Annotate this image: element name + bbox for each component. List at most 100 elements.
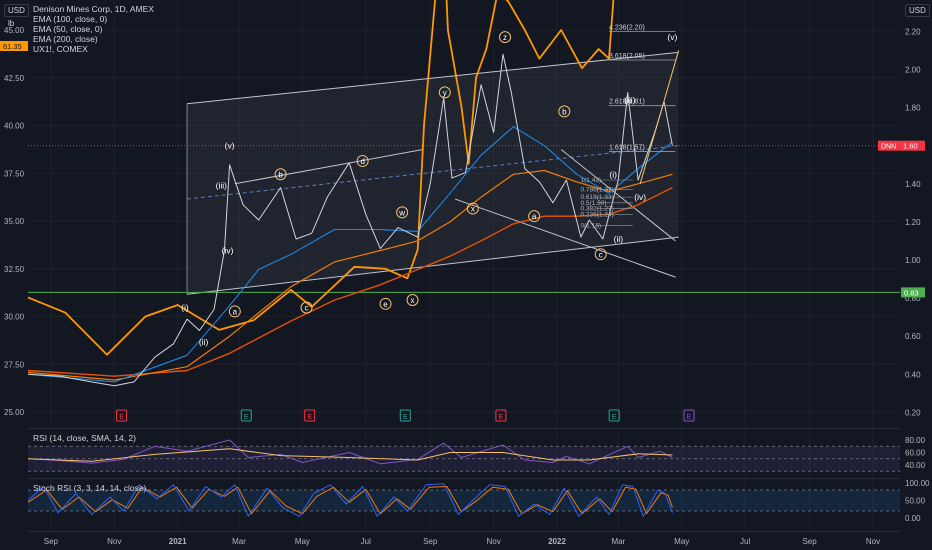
pane-separator-rsi	[28, 428, 900, 429]
wave-label: y	[443, 88, 447, 97]
pane-separator-stoch	[28, 478, 900, 479]
fib-level-label: 0.786(1.37)	[581, 187, 614, 194]
right-axis-tick: 0.20	[905, 408, 921, 417]
wave-label-circle	[300, 301, 313, 314]
stoch-axis-tick: 0.00	[905, 514, 921, 523]
stoch-title: Stoch RSI (3, 3, 14, 14, close)	[33, 483, 147, 493]
rsi-line	[27, 439, 673, 465]
rsi-axis-tick: 80.00	[905, 436, 926, 445]
fib-level-label: 3.618(2.05)	[609, 53, 645, 60]
wave-label: (ii)	[614, 234, 624, 244]
channel-lower-line	[186, 236, 679, 295]
right-axis-tick: 2.20	[905, 27, 921, 36]
time-tick-label: Nov	[107, 537, 121, 546]
fib-level-label: 1.618(1.57)	[609, 144, 645, 151]
wave-label: w	[398, 208, 405, 217]
wave-label: (v)	[225, 141, 235, 151]
dnn-price-line	[27, 53, 673, 387]
wave-label: e	[383, 300, 388, 309]
wave-label: c	[305, 304, 309, 313]
wave-label: x	[411, 296, 415, 305]
wave-label: (ii)	[199, 337, 209, 347]
wave-label-circle	[396, 206, 409, 219]
legend-ema100: EMA (100, close, 0)	[33, 14, 108, 24]
stoch-k-line	[27, 483, 673, 517]
time-tick-label: 2022	[548, 537, 566, 546]
right-axis-tick: 0.40	[905, 370, 921, 379]
support-badge-bg	[901, 287, 925, 298]
trend-line-down-2	[560, 149, 676, 242]
fib-level-label: 0(1.18)	[581, 223, 602, 230]
channel-upper-line	[186, 51, 679, 105]
rsi-ma-line	[27, 448, 673, 462]
time-tick-label: Nov	[487, 537, 501, 546]
right-axis-tick: 1.80	[905, 104, 921, 113]
time-tick-label: Mar	[611, 537, 625, 546]
wave-label-circle	[379, 297, 392, 310]
time-tick-label: Mar	[232, 537, 246, 546]
fib-level-label: 4.236(2.20)	[609, 24, 645, 31]
stoch-band	[28, 490, 900, 511]
time-tick-label: Sep	[423, 537, 438, 546]
time-tick-label: Nov	[866, 537, 880, 546]
fib-level-label: 0.236(1.24)	[581, 211, 614, 218]
earnings-marker-label: E	[612, 414, 617, 421]
last-price-symbol: DNN	[881, 144, 896, 151]
ema100-line	[27, 169, 673, 381]
wave-label: x	[471, 205, 475, 214]
left-axis-tick: 25.00	[4, 408, 25, 417]
stoch-axis-tick: 50.00	[905, 497, 926, 506]
right-currency-label[interactable]: USD	[905, 4, 930, 17]
stoch-d-line	[27, 486, 673, 515]
wave-label: (v)	[667, 32, 677, 42]
fib-level-label: 0.5(1.30)	[581, 200, 607, 207]
rsi-axis-tick: 40.00	[905, 461, 926, 470]
time-tick-label: Sep	[44, 537, 59, 546]
right-axis-tick: 1.00	[905, 256, 921, 265]
stoch-axis-tick: 100.00	[905, 479, 930, 488]
wave-label: b	[278, 170, 283, 179]
wave-label-circle	[466, 202, 479, 215]
rsi-band	[28, 446, 900, 472]
time-tick-label: Jul	[740, 537, 750, 546]
left-axis-tick: 37.50	[4, 169, 25, 178]
earnings-marker-label: E	[687, 414, 692, 421]
time-tick-label: Jul	[361, 537, 371, 546]
earnings-marker	[304, 409, 316, 422]
triangle-upper-line	[234, 149, 424, 185]
right-axis-tick: 1.40	[905, 180, 921, 189]
uranium-badge: 61.35	[3, 42, 22, 51]
earnings-marker	[608, 409, 620, 422]
wave-label: b	[562, 107, 567, 116]
wave-label: (i)	[181, 303, 189, 313]
rsi-axis-tick: 60.00	[905, 449, 926, 458]
wave-label-circle	[558, 105, 571, 118]
uranium-badge-bg	[0, 41, 28, 51]
legend-ema50: EMA (50, close, 0)	[33, 24, 103, 34]
wave-label-circle	[228, 305, 241, 318]
fib-level-label: 0.382(1.27)	[581, 206, 614, 213]
earnings-marker-label: E	[499, 414, 504, 421]
wave-label-circle	[594, 248, 607, 261]
wave-label: (iii)	[624, 95, 635, 105]
ema50-line	[27, 126, 673, 383]
last-price-badge-bg	[878, 140, 925, 151]
right-axis-tick: 2.00	[905, 66, 921, 75]
time-tick-label: Sep	[802, 537, 817, 546]
chart-legend: Denison Mines Corp, 1D, AMEX EMA (100, c…	[33, 4, 154, 54]
earnings-marker-label: E	[403, 414, 408, 421]
left-axis-tick: 42.50	[4, 74, 25, 83]
earnings-marker-label: E	[119, 414, 124, 421]
right-axis-tick: 1.20	[905, 218, 921, 227]
left-axis-tick: 27.50	[4, 360, 25, 369]
fib-level-label: 1(1.42)	[581, 177, 602, 184]
left-axis-tick: 35.00	[4, 217, 25, 226]
time-tick-label: May	[674, 537, 689, 546]
wave-label: (iv)	[634, 192, 646, 202]
wave-label: z	[503, 33, 507, 42]
time-axis-border	[28, 531, 900, 532]
left-axis-tick: 40.00	[4, 122, 25, 131]
left-currency-label[interactable]: USD	[4, 4, 29, 17]
